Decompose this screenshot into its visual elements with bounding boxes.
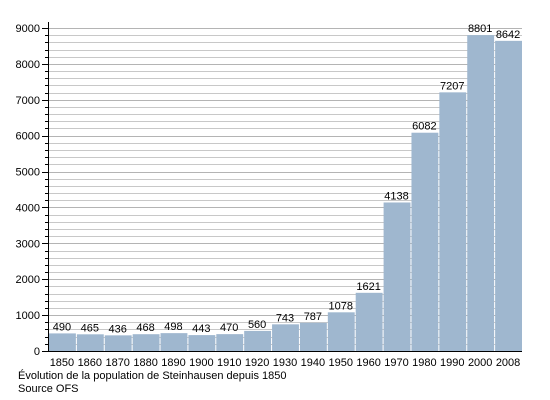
bar-1910 xyxy=(216,334,244,351)
bar-1890 xyxy=(160,333,188,351)
data-label-1900: 443 xyxy=(192,323,210,335)
x-tick-label-1860: 1860 xyxy=(78,357,102,369)
bar-1920 xyxy=(244,330,272,351)
bar-1980 xyxy=(411,132,439,351)
x-tick-label-1940: 1940 xyxy=(301,357,325,369)
data-label-1980: 6082 xyxy=(412,121,436,133)
data-label-1850: 490 xyxy=(53,321,71,333)
bar-1940 xyxy=(299,322,327,351)
x-tick-label-1950: 1950 xyxy=(329,357,353,369)
x-tick-label-1850: 1850 xyxy=(50,357,74,369)
data-label-1880: 468 xyxy=(136,322,154,334)
data-label-1950: 1078 xyxy=(329,300,353,312)
y-tick-label-8000: 8000 xyxy=(16,59,40,71)
y-tick-label-1000: 1000 xyxy=(16,310,40,322)
y-tick-label-4000: 4000 xyxy=(16,202,40,214)
x-tick-label-1870: 1870 xyxy=(105,357,129,369)
data-label-1970: 4138 xyxy=(384,190,408,202)
bar-1970 xyxy=(383,202,411,351)
x-tick-label-1900: 1900 xyxy=(189,357,213,369)
bar-1930 xyxy=(272,324,299,351)
data-label-1910: 470 xyxy=(220,322,238,334)
x-tick-label-1880: 1880 xyxy=(133,357,157,369)
bar-1870 xyxy=(104,335,132,351)
data-label-2008: 8642 xyxy=(496,29,520,41)
x-tick-label-1980: 1980 xyxy=(412,357,436,369)
y-tick-label-3000: 3000 xyxy=(16,238,40,250)
chart-source: Source OFS xyxy=(18,383,79,395)
data-label-2000: 8801 xyxy=(468,23,492,35)
y-tick-label-9000: 9000 xyxy=(16,23,40,35)
y-tick-label-6000: 6000 xyxy=(16,131,40,143)
x-tick-label-1920: 1920 xyxy=(245,357,269,369)
bar-1900 xyxy=(188,335,216,351)
y-tick-label-7000: 7000 xyxy=(16,95,40,107)
bar-1850 xyxy=(49,333,76,351)
data-label-1920: 560 xyxy=(248,319,266,331)
data-label-1930: 743 xyxy=(276,312,294,324)
bar-2008 xyxy=(495,40,522,351)
bar-1880 xyxy=(132,334,160,351)
x-tick-label-1890: 1890 xyxy=(161,357,185,369)
y-tick-label-2000: 2000 xyxy=(16,274,40,286)
data-label-1960: 1621 xyxy=(356,281,380,293)
bar-1860 xyxy=(76,334,104,351)
data-label-1890: 498 xyxy=(164,321,182,333)
y-tick-label-0: 0 xyxy=(34,346,40,358)
data-label-1860: 465 xyxy=(81,322,99,334)
bar-1950 xyxy=(327,312,355,351)
x-tick-label-1910: 1910 xyxy=(217,357,241,369)
x-tick-label-1990: 1990 xyxy=(440,357,464,369)
data-label-1870: 436 xyxy=(109,323,127,335)
x-tick-label-2000: 2000 xyxy=(468,357,492,369)
bar-1960 xyxy=(355,292,383,351)
x-tick-label-1970: 1970 xyxy=(384,357,408,369)
bar-2000 xyxy=(467,35,495,351)
x-tick-label-1960: 1960 xyxy=(356,357,380,369)
data-label-1940: 787 xyxy=(304,311,322,323)
chart-caption: Évolution de la population de Steinhause… xyxy=(18,370,287,382)
y-tick-label-5000: 5000 xyxy=(16,167,40,179)
bar-1990 xyxy=(439,92,467,351)
x-tick-label-1930: 1930 xyxy=(273,357,297,369)
data-label-1990: 7207 xyxy=(440,80,464,92)
x-tick-label-2008: 2008 xyxy=(496,357,520,369)
